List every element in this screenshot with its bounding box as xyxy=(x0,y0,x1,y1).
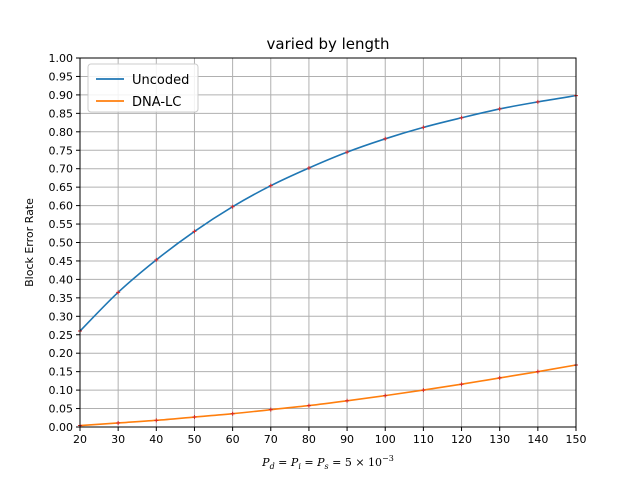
y-tick-label: 0.10 xyxy=(49,384,74,397)
legend: Uncoded DNA-LC xyxy=(87,63,199,113)
x-tick-label: 110 xyxy=(413,433,434,446)
x-tick-label: 30 xyxy=(111,433,125,446)
x-tick-label: 80 xyxy=(302,433,316,446)
x-tick-label: 150 xyxy=(566,433,587,446)
data-point-0 xyxy=(345,150,350,155)
data-point-1 xyxy=(383,393,388,398)
y-tick-label: 0.35 xyxy=(49,292,74,305)
y-tick-label: 0.50 xyxy=(49,237,74,250)
data-point-0 xyxy=(383,136,388,141)
data-point-1 xyxy=(421,388,426,393)
y-tick-label: 0.20 xyxy=(49,347,74,360)
y-tick-label: 0.00 xyxy=(49,421,74,434)
y-tick-label: 0.30 xyxy=(49,310,74,323)
data-point-0 xyxy=(535,99,540,104)
y-tick-label: 0.85 xyxy=(49,107,74,120)
series-line-1 xyxy=(79,364,577,427)
x-tick-label: 140 xyxy=(527,433,548,446)
data-point-0 xyxy=(230,204,235,209)
grid xyxy=(79,57,577,428)
legend-label: DNA-LC xyxy=(132,95,181,110)
y-tick-label: 0.25 xyxy=(49,329,74,342)
y-tick-label: 0.65 xyxy=(49,181,74,194)
y-tick-label: 1.00 xyxy=(49,52,74,65)
y-tick-label: 0.80 xyxy=(49,126,74,139)
data-point-1 xyxy=(192,415,197,420)
y-tick-label: 0.70 xyxy=(49,163,74,176)
y-tick-label: 0.60 xyxy=(49,200,74,213)
x-axis-label-part: = xyxy=(275,456,291,469)
x-tick-label: 70 xyxy=(264,433,278,446)
x-axis-label-part: = xyxy=(301,456,317,469)
x-tick-label: 100 xyxy=(375,433,396,446)
data-point-1 xyxy=(154,418,159,423)
data-point-1 xyxy=(268,407,273,412)
y-tick-label: 0.40 xyxy=(49,273,74,286)
data-point-1 xyxy=(230,411,235,416)
x-axis-label: Pd = Pi = Ps = 5 × 10−3 xyxy=(261,454,394,471)
y-tick-label: 0.05 xyxy=(49,403,74,416)
y-tick-label: 0.45 xyxy=(49,255,74,268)
x-axis-label-part: i xyxy=(298,462,301,471)
legend-label: Uncoded xyxy=(132,73,189,88)
y-tick-label: 0.75 xyxy=(49,144,74,157)
x-axis-label-part: P xyxy=(316,456,325,469)
x-tick-label: 130 xyxy=(489,433,510,446)
x-tick-label: 60 xyxy=(226,433,240,446)
y-axis-label: Block Error Rate xyxy=(23,198,36,287)
data-point-1 xyxy=(306,403,311,408)
data-point-1 xyxy=(535,369,540,374)
x-axis-label-part: P xyxy=(290,456,299,469)
x-tick-label: 40 xyxy=(149,433,163,446)
data-point-1 xyxy=(345,398,350,403)
x-tick-label: 120 xyxy=(451,433,472,446)
x-axis-ticks: 20 30 40 50 60 70 80 90 100 110 120 130 140 150 xyxy=(73,427,587,446)
chart-title: varied by length xyxy=(267,35,390,53)
y-tick-label: 0.55 xyxy=(49,218,74,231)
y-tick-label: 0.15 xyxy=(49,366,74,379)
x-axis-label-part: P xyxy=(261,456,270,469)
data-point-1 xyxy=(497,375,502,380)
data-point-0 xyxy=(268,183,273,188)
x-axis-label-part: = 5 × 10 xyxy=(329,456,382,469)
y-tick-label: 0.90 xyxy=(49,89,74,102)
series-line-0 xyxy=(79,94,577,332)
series-lines xyxy=(79,94,577,427)
x-tick-label: 90 xyxy=(340,433,354,446)
data-point-0 xyxy=(459,115,464,120)
x-tick-label: 50 xyxy=(187,433,201,446)
data-point-1 xyxy=(459,382,464,387)
data-point-0 xyxy=(154,257,159,262)
data-point-0 xyxy=(421,125,426,130)
data-point-0 xyxy=(497,106,502,111)
data-point-0 xyxy=(306,165,311,170)
x-axis-label-part: −3 xyxy=(382,454,394,463)
data-point-1 xyxy=(116,420,121,425)
data-point-0 xyxy=(116,290,121,295)
x-tick-label: 20 xyxy=(73,433,87,446)
data-point-0 xyxy=(192,229,197,234)
y-axis-ticks: 0.00 0.05 0.10 0.15 0.20 0.25 0.30 0.35 0.40 0.45… xyxy=(49,52,80,434)
x-axis-label-part: s xyxy=(325,462,329,471)
legend-box xyxy=(87,63,199,113)
x-axis-label-part: d xyxy=(270,462,275,471)
y-tick-label: 0.95 xyxy=(49,70,74,83)
